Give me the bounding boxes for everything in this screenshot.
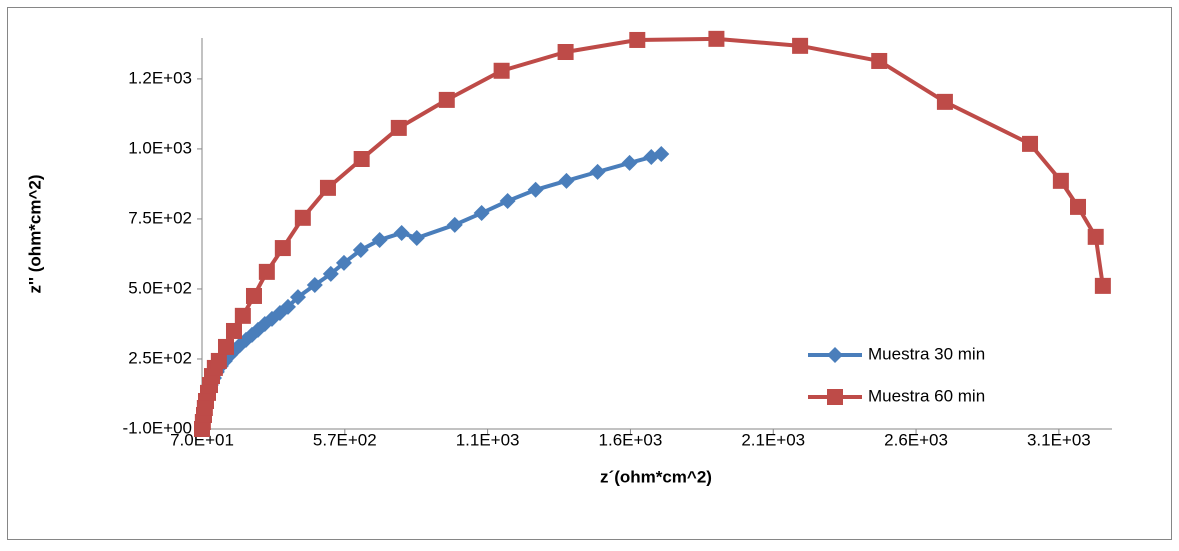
diamond-marker <box>279 298 296 315</box>
diamond-marker <box>408 229 425 246</box>
square-marker <box>294 209 311 226</box>
diamond-marker <box>446 216 463 233</box>
square-marker <box>258 263 275 280</box>
square-marker <box>792 37 809 54</box>
x-tick-label: 5.7E+02 <box>313 430 377 449</box>
diamond-marker <box>827 347 843 363</box>
x-axis-title: z´(ohm*cm^2) <box>600 467 712 486</box>
square-marker <box>1022 135 1039 152</box>
square-marker <box>708 30 725 47</box>
square-marker <box>827 389 843 405</box>
square-marker <box>245 287 262 304</box>
square-marker <box>557 44 574 61</box>
square-marker <box>225 322 242 339</box>
y-tick-label: 2.5E+02 <box>128 348 192 367</box>
square-marker <box>274 240 291 257</box>
square-marker <box>353 150 370 167</box>
square-marker <box>319 179 336 196</box>
y-tick-label: -1.0E+00 <box>123 418 192 437</box>
x-tick-label: 1.6E+03 <box>599 430 663 449</box>
x-tick-label: 2.6E+03 <box>884 430 948 449</box>
square-marker <box>936 93 953 110</box>
x-tick-label: 7.0E+01 <box>170 430 234 449</box>
square-marker <box>1052 172 1069 189</box>
square-marker <box>493 62 510 79</box>
diamond-marker <box>289 289 306 306</box>
legend-label: Muestra 30 min <box>868 344 985 363</box>
square-marker <box>217 338 234 355</box>
x-tick-label: 2.1E+03 <box>741 430 805 449</box>
x-tick-label: 3.1E+03 <box>1027 430 1091 449</box>
square-marker <box>438 91 455 108</box>
diamond-marker <box>371 231 388 248</box>
square-marker <box>1087 228 1104 245</box>
y-tick-label: 7.5E+02 <box>128 208 192 227</box>
square-marker <box>234 307 251 324</box>
square-marker <box>1094 277 1111 294</box>
x-tick-label: 1.1E+03 <box>456 430 520 449</box>
legend-label: Muestra 60 min <box>868 386 985 405</box>
diamond-marker <box>621 154 638 171</box>
square-marker <box>629 31 646 48</box>
diamond-marker <box>527 181 544 198</box>
diamond-marker <box>473 205 490 222</box>
y-axis-title: z'' (ohm*cm^2) <box>25 174 44 293</box>
diamond-marker <box>499 193 516 210</box>
diamond-marker <box>558 172 575 189</box>
square-marker <box>871 52 888 69</box>
square-marker <box>390 119 407 136</box>
diamond-marker <box>352 242 369 259</box>
y-tick-label: 5.0E+02 <box>128 278 192 297</box>
diamond-marker <box>589 163 606 180</box>
diamond-marker <box>335 254 352 271</box>
y-tick-label: 1.0E+03 <box>128 138 192 157</box>
square-marker <box>210 352 227 369</box>
diamond-marker <box>653 145 670 162</box>
y-tick-label: 1.2E+03 <box>128 68 192 87</box>
diamond-marker <box>393 224 410 241</box>
diamond-marker <box>306 277 323 294</box>
square-marker <box>1070 198 1087 215</box>
diamond-marker <box>322 265 339 282</box>
